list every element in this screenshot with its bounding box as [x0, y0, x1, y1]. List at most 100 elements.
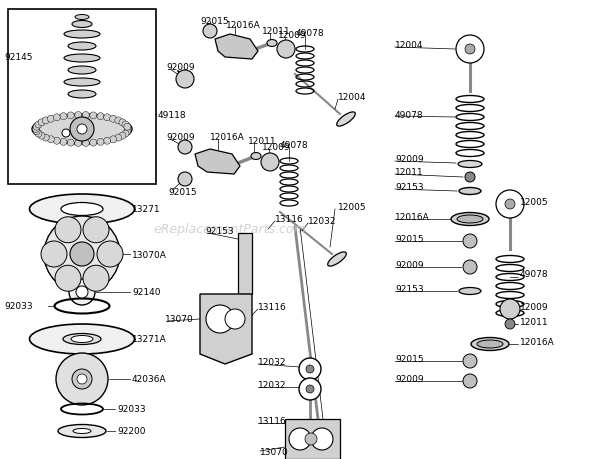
Circle shape [38, 120, 45, 127]
Text: 12009: 12009 [262, 143, 291, 152]
Text: 12009: 12009 [278, 31, 307, 40]
Text: 49078: 49078 [395, 110, 424, 119]
Circle shape [90, 112, 97, 120]
Circle shape [62, 130, 70, 138]
Circle shape [463, 374, 477, 388]
Circle shape [69, 280, 95, 305]
Circle shape [44, 217, 120, 292]
Circle shape [115, 118, 122, 125]
Circle shape [70, 118, 94, 142]
Ellipse shape [327, 252, 346, 267]
Circle shape [119, 120, 126, 127]
Circle shape [35, 131, 42, 138]
Ellipse shape [68, 67, 96, 75]
Text: 92015: 92015 [395, 235, 424, 244]
Circle shape [38, 133, 45, 140]
Ellipse shape [267, 40, 277, 47]
Ellipse shape [459, 188, 481, 195]
Circle shape [77, 125, 87, 134]
Circle shape [203, 25, 217, 39]
Circle shape [56, 353, 108, 405]
Circle shape [60, 139, 67, 146]
Ellipse shape [451, 213, 489, 226]
Text: 13070A: 13070A [132, 250, 167, 259]
Circle shape [178, 173, 192, 187]
Text: 13070: 13070 [260, 448, 289, 457]
Text: 92015: 92015 [200, 17, 229, 27]
Circle shape [35, 122, 42, 129]
Circle shape [76, 286, 88, 298]
Polygon shape [285, 419, 340, 459]
Text: 12011: 12011 [395, 168, 424, 177]
Circle shape [463, 354, 477, 368]
Circle shape [42, 135, 49, 142]
Circle shape [178, 141, 192, 155]
Text: 13271A: 13271A [132, 335, 167, 344]
Circle shape [67, 140, 74, 147]
Circle shape [456, 36, 484, 64]
Circle shape [225, 309, 245, 329]
Circle shape [104, 138, 111, 145]
Text: 92009: 92009 [395, 375, 424, 384]
Circle shape [72, 369, 92, 389]
Ellipse shape [337, 112, 355, 127]
Circle shape [299, 358, 321, 380]
Text: 49078: 49078 [280, 141, 309, 150]
Circle shape [465, 45, 475, 55]
Circle shape [505, 200, 515, 210]
Text: 12032: 12032 [258, 381, 287, 390]
Ellipse shape [477, 340, 503, 348]
Circle shape [53, 138, 60, 145]
Circle shape [77, 374, 87, 384]
Text: 12016A: 12016A [395, 213, 430, 222]
Text: 92153: 92153 [395, 183, 424, 192]
Text: 12016A: 12016A [210, 133, 245, 142]
Circle shape [53, 115, 60, 122]
Text: 92015: 92015 [168, 188, 196, 197]
Ellipse shape [72, 22, 92, 28]
Ellipse shape [58, 425, 106, 437]
Ellipse shape [68, 91, 96, 99]
Circle shape [305, 433, 317, 445]
Text: 12005: 12005 [338, 203, 366, 212]
Circle shape [41, 241, 67, 268]
Ellipse shape [32, 115, 132, 145]
Text: 12004: 12004 [395, 41, 424, 50]
Text: 92153: 92153 [205, 227, 234, 236]
Text: 49118: 49118 [158, 110, 186, 119]
Text: 92033: 92033 [117, 405, 146, 414]
Circle shape [176, 71, 194, 89]
Circle shape [75, 140, 81, 147]
Circle shape [47, 116, 54, 123]
Circle shape [306, 385, 314, 393]
Ellipse shape [61, 203, 103, 216]
Circle shape [261, 154, 279, 172]
Ellipse shape [459, 288, 481, 295]
Circle shape [500, 299, 520, 319]
Text: 12016A: 12016A [226, 21, 261, 29]
Circle shape [122, 122, 129, 129]
Circle shape [122, 131, 129, 138]
Text: 42036A: 42036A [132, 375, 166, 384]
Circle shape [306, 365, 314, 373]
Ellipse shape [64, 31, 100, 39]
Ellipse shape [471, 338, 509, 351]
Circle shape [124, 129, 131, 135]
Text: 13271: 13271 [132, 205, 160, 214]
Text: 92015: 92015 [395, 355, 424, 364]
Circle shape [33, 129, 40, 135]
Circle shape [55, 217, 81, 243]
Circle shape [60, 113, 67, 120]
Circle shape [55, 266, 81, 291]
Circle shape [83, 217, 109, 243]
Ellipse shape [457, 216, 483, 224]
Text: 12005: 12005 [520, 198, 549, 207]
Text: 92200: 92200 [117, 426, 146, 436]
Circle shape [104, 115, 111, 122]
Polygon shape [215, 35, 258, 60]
Circle shape [90, 140, 97, 147]
Circle shape [119, 133, 126, 140]
Ellipse shape [75, 16, 89, 21]
Text: 92009: 92009 [166, 63, 195, 73]
Circle shape [463, 235, 477, 248]
